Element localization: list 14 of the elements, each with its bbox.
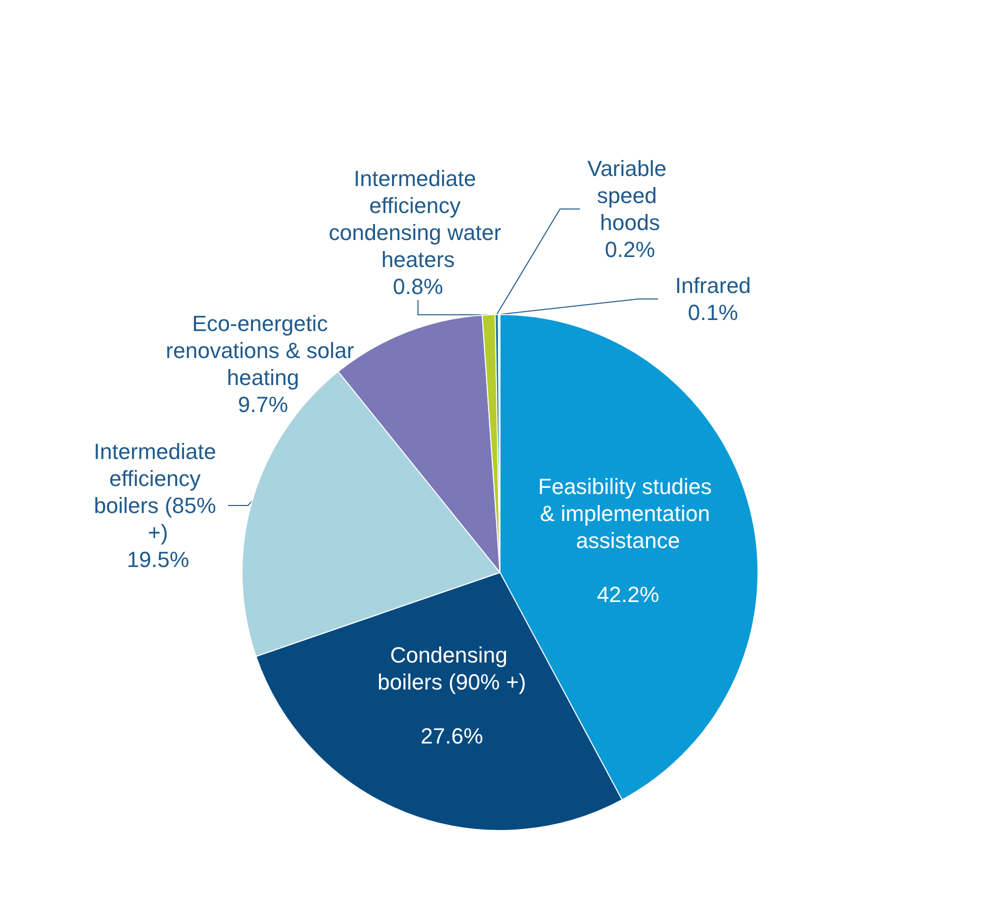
data-label: 27.6%: [420, 723, 484, 748]
data-label: 0.1%: [688, 300, 738, 325]
data-label: 0.8%: [392, 274, 444, 299]
slice-label: Condensing boilers (90% +): [378, 642, 526, 694]
slice-label: Intermediate efficiency condensing water heaters: [328, 166, 508, 272]
slice-label: Intermediate efficiency boilers (85% +): [94, 439, 222, 545]
data-label: 42.2%: [596, 582, 660, 607]
data-label: 0.2%: [604, 237, 656, 262]
data-label: 9.7%: [238, 392, 288, 417]
data-label: 19.5%: [126, 547, 190, 572]
slice-label: Eco-energetic renovations & solar heating: [166, 311, 360, 390]
slice-label: Feasibility studies & implementation assistance: [538, 474, 718, 553]
slice-label: Infrared: [675, 273, 751, 298]
slice-label: Variable speed hoods: [587, 156, 673, 235]
